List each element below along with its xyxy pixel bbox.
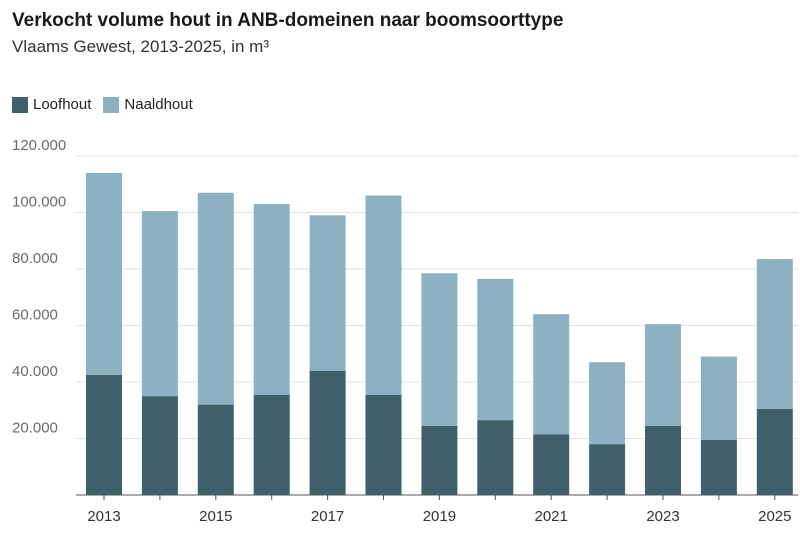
bar-loofhout-2022 (589, 444, 626, 495)
y-tick-label: 20.000 (12, 420, 58, 437)
x-tick-label: 2017 (311, 508, 344, 525)
x-tick-label: 2025 (758, 508, 791, 525)
bar-naaldhout-2020 (477, 278, 514, 421)
bar-loofhout-2013 (86, 374, 122, 495)
bars (86, 172, 793, 495)
bar-loofhout-2014 (141, 396, 178, 495)
legend-item-naaldhout: Naaldhout (103, 96, 193, 113)
x-tick-label: 2019 (423, 508, 456, 525)
y-tick-label: 40.000 (12, 363, 58, 380)
y-tick-label: 100.000 (12, 194, 66, 211)
legend-swatch-naaldhout (103, 96, 120, 113)
bar-naaldhout-2015 (197, 192, 234, 405)
bar-naaldhout-2019 (421, 273, 458, 426)
bar-loofhout-2020 (477, 420, 514, 495)
bar-naaldhout-2024 (700, 356, 737, 440)
bar-loofhout-2015 (197, 404, 234, 495)
bar-loofhout-2018 (365, 394, 402, 495)
bar-naaldhout-2025 (756, 259, 793, 409)
bar-naaldhout-2018 (365, 195, 402, 395)
bar-loofhout-2019 (421, 425, 458, 495)
legend-item-loofhout: Loofhout (12, 96, 91, 113)
x-tick-label: 2015 (199, 508, 232, 525)
x-tick-label: 2013 (87, 508, 120, 525)
legend-label-loofhout: Loofhout (33, 96, 92, 113)
bar-loofhout-2025 (756, 408, 793, 495)
y-tick-label: 80.000 (12, 250, 58, 267)
chart-title: Verkocht volume hout in ANB-domeinen naa… (12, 10, 564, 31)
bar-loofhout-2021 (533, 434, 570, 495)
bar-naaldhout-2013 (86, 172, 122, 375)
bar-naaldhout-2017 (309, 215, 346, 371)
bar-naaldhout-2023 (645, 324, 681, 426)
legend-label-naaldhout: Naaldhout (124, 96, 193, 113)
x-tick-label: 2023 (646, 508, 679, 525)
bar-loofhout-2024 (700, 439, 737, 495)
y-tick-label: 60.000 (12, 307, 58, 324)
bar-naaldhout-2014 (141, 211, 178, 397)
bar-loofhout-2017 (309, 370, 346, 495)
y-tick-label: 120.000 (12, 137, 66, 154)
x-axis: 2013 2015 2017 2019 2021 2023 2025 (87, 495, 791, 525)
bar-naaldhout-2016 (253, 204, 290, 395)
bar-loofhout-2023 (645, 425, 681, 495)
legend-swatch-loofhout (12, 96, 28, 113)
legend: Loofhout Naaldhout (12, 96, 205, 113)
bar-loofhout-2016 (253, 394, 290, 495)
x-tick-label: 2021 (535, 508, 568, 525)
chart-subtitle: Vlaams Gewest, 2013-2025, in m³ (12, 37, 270, 56)
bar-naaldhout-2022 (589, 362, 626, 445)
bar-naaldhout-2021 (533, 314, 570, 435)
y-axis: 20.000 40.000 60.000 80.000 100.000 120.000 (12, 137, 66, 437)
